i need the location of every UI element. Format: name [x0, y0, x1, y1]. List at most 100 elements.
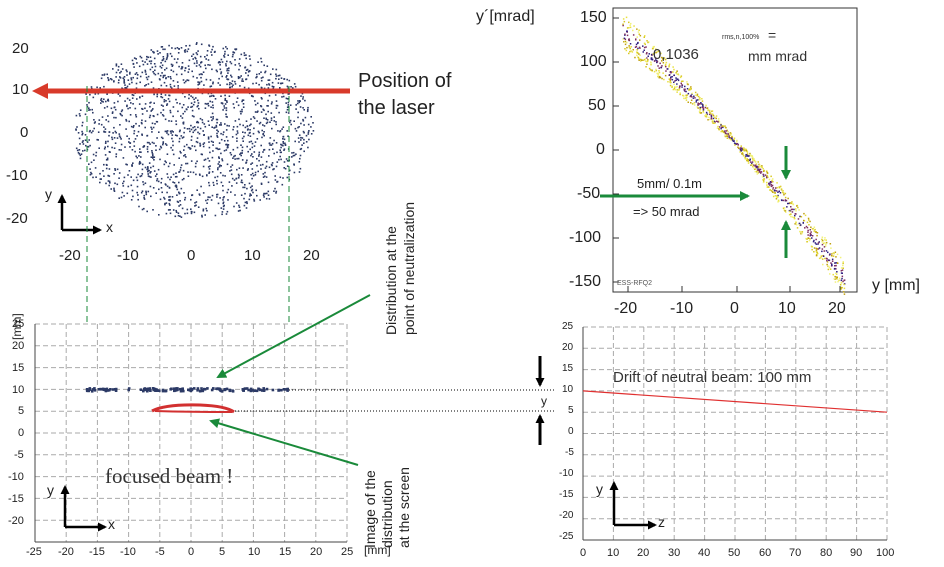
beam-particle [236, 130, 239, 132]
beam-particle [149, 68, 152, 71]
beam-particle [175, 98, 177, 101]
beam-particle [297, 111, 299, 114]
beam-particle [179, 200, 181, 202]
beam-particle [287, 112, 290, 114]
phase-particle [787, 202, 789, 205]
beam-particle [171, 130, 173, 132]
beam-particle [304, 116, 307, 119]
beam-particle [169, 178, 171, 181]
phase-particle [818, 247, 821, 249]
beam-particle [280, 158, 282, 161]
beam-particle [178, 157, 180, 159]
phase-particle [831, 263, 833, 265]
phase-particle [782, 192, 785, 194]
beam-particle [160, 96, 162, 98]
phase-particle [731, 137, 733, 140]
beam-particle [115, 64, 118, 67]
beam-particle [152, 187, 155, 189]
beam-particle [103, 130, 105, 133]
top-left-plot [32, 34, 350, 246]
beam-particle [160, 104, 163, 106]
phase-particle [814, 242, 817, 244]
phase-particle [629, 50, 631, 53]
neutralized-particle [259, 388, 262, 392]
beam-particle [150, 101, 152, 104]
phase-particle [812, 240, 815, 243]
neutralized-particle [247, 388, 250, 392]
beam-particle [191, 105, 194, 108]
phase-particle [725, 132, 727, 135]
phase-particle [809, 220, 811, 223]
phase-particle [823, 239, 826, 241]
phase-particle [830, 247, 832, 249]
beam-particle [82, 150, 84, 152]
beam-particle [188, 68, 190, 71]
phase-particle [806, 221, 809, 224]
beam-particle [147, 83, 150, 85]
phase-particle [640, 60, 642, 62]
beam-particle [84, 149, 86, 152]
neutralized-particle [286, 389, 289, 392]
phase-particle [737, 146, 739, 148]
neutralized-particle [91, 388, 95, 391]
beam-particle [137, 173, 139, 176]
beam-particle [96, 138, 98, 141]
beam-particle [175, 185, 178, 187]
phase-particle [731, 135, 733, 138]
beam-particle [146, 141, 149, 144]
beam-particle [196, 42, 198, 44]
phase-particle [713, 122, 716, 124]
beam-particle [177, 212, 180, 214]
phase-particle [673, 81, 675, 83]
beam-particle [227, 54, 229, 56]
beam-particle [263, 109, 265, 112]
beam-particle [234, 83, 237, 85]
beam-particle [219, 64, 221, 66]
beam-particle [164, 202, 166, 205]
phase-particle [781, 191, 784, 194]
phase-particle [689, 87, 692, 89]
phase-particle [768, 184, 771, 186]
beam-particle [253, 127, 255, 130]
phase-particle [644, 43, 646, 46]
beam-particle [298, 101, 300, 104]
beam-particle [165, 67, 168, 70]
beam-particle [183, 149, 185, 151]
phase-particle [825, 241, 828, 244]
beam-particle [151, 131, 153, 133]
beam-particle [297, 116, 299, 119]
phase-particle [795, 208, 797, 210]
beam-particle [252, 82, 254, 85]
phase-particle [716, 127, 719, 129]
beam-particle [205, 58, 207, 60]
beam-particle [225, 107, 228, 109]
beam-particle [105, 159, 108, 161]
beam-particle [220, 152, 222, 155]
beam-particle [174, 176, 177, 178]
beam-particle [264, 70, 267, 73]
beam-particle [279, 176, 282, 179]
beam-particle [121, 114, 123, 117]
phase-particle [650, 57, 653, 59]
laser-arrowhead [32, 83, 48, 99]
drift-line [582, 390, 888, 413]
beam-particle [121, 68, 124, 70]
br-tick-y: 0 [568, 426, 574, 437]
beam-particle [151, 141, 154, 144]
phase-particle [737, 147, 740, 150]
beam-particle [217, 168, 219, 171]
beam-particle [115, 155, 117, 158]
beam-particle [88, 109, 90, 111]
neutralized-particle [257, 388, 261, 391]
phase-particle [676, 70, 678, 72]
beam-particle [141, 113, 144, 115]
beam-particle [208, 184, 211, 187]
beam-particle [241, 100, 243, 103]
beam-particle [140, 151, 142, 153]
beam-particle [154, 65, 157, 68]
beam-particle [249, 186, 252, 189]
beam-particle [285, 97, 288, 100]
beam-particle [295, 104, 297, 106]
phase-particle [749, 152, 751, 155]
